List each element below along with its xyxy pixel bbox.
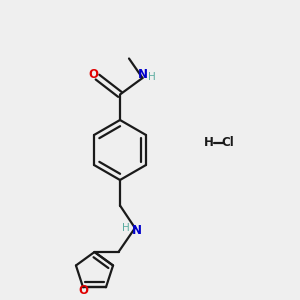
Text: O: O [78,284,88,297]
Text: H: H [122,223,130,233]
Text: H: H [204,136,213,149]
Text: H: H [148,72,156,82]
Text: N: N [131,224,142,237]
Text: O: O [88,68,98,81]
Text: N: N [138,68,148,81]
Text: Cl: Cl [222,136,234,149]
